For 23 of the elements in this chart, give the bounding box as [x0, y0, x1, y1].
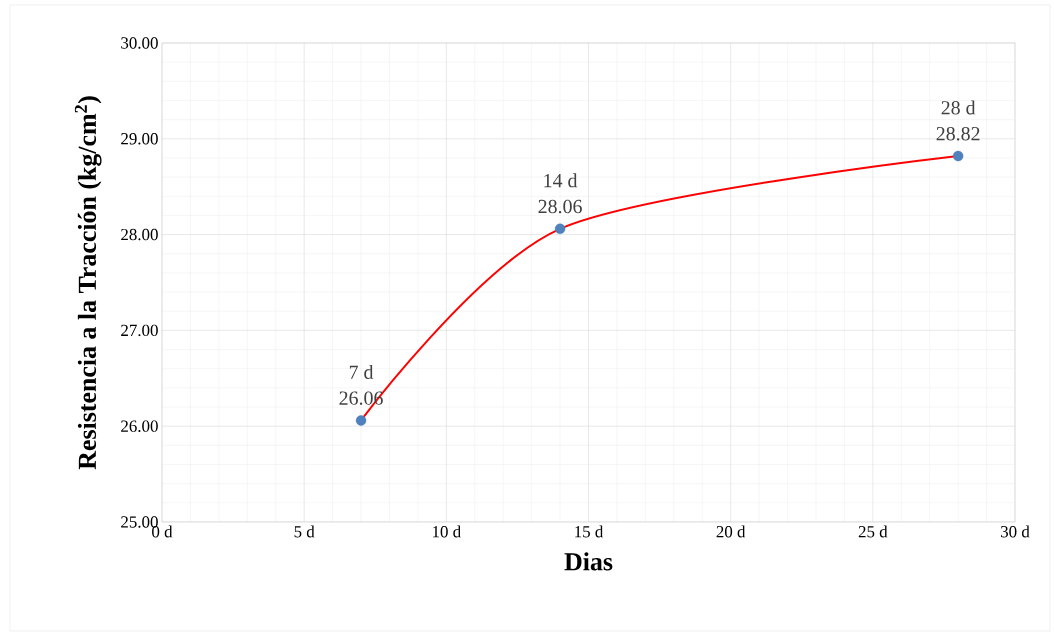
y-tick-label: 28.00 [121, 228, 158, 241]
point [952, 150, 964, 162]
x-tick-label: 20 d [716, 525, 746, 538]
y-axis-title: Resistencia a la Tracción (kg/cm$^{2}$) [74, 96, 102, 470]
x-tick-label: 5 d [294, 525, 315, 538]
x-tick-label: 10 d [433, 525, 461, 538]
x-tick-label: 25 d [858, 525, 888, 538]
point [355, 415, 367, 426]
x-axis-title: Dias [564, 552, 613, 571]
y-tick-label: 26.00 [121, 420, 158, 432]
y-tick-label: 30.00 [121, 37, 158, 49]
annotation: 14 d [544, 173, 578, 188]
x-tick-label: 30 d [1001, 525, 1030, 538]
annotation: 7 d [349, 364, 374, 379]
data-label: 28.06 [538, 199, 582, 214]
y-tick-label: 27.00 [121, 324, 158, 337]
x-tick-label: 0 d [152, 525, 173, 538]
y-tick-label: 29.00 [121, 133, 158, 145]
x-tick-label: 15 d [575, 525, 604, 538]
annotation: 28 d [941, 100, 976, 115]
y-tick-label: 25.00 [121, 516, 158, 528]
data-label: 28.82 [936, 126, 980, 141]
point [554, 223, 566, 235]
